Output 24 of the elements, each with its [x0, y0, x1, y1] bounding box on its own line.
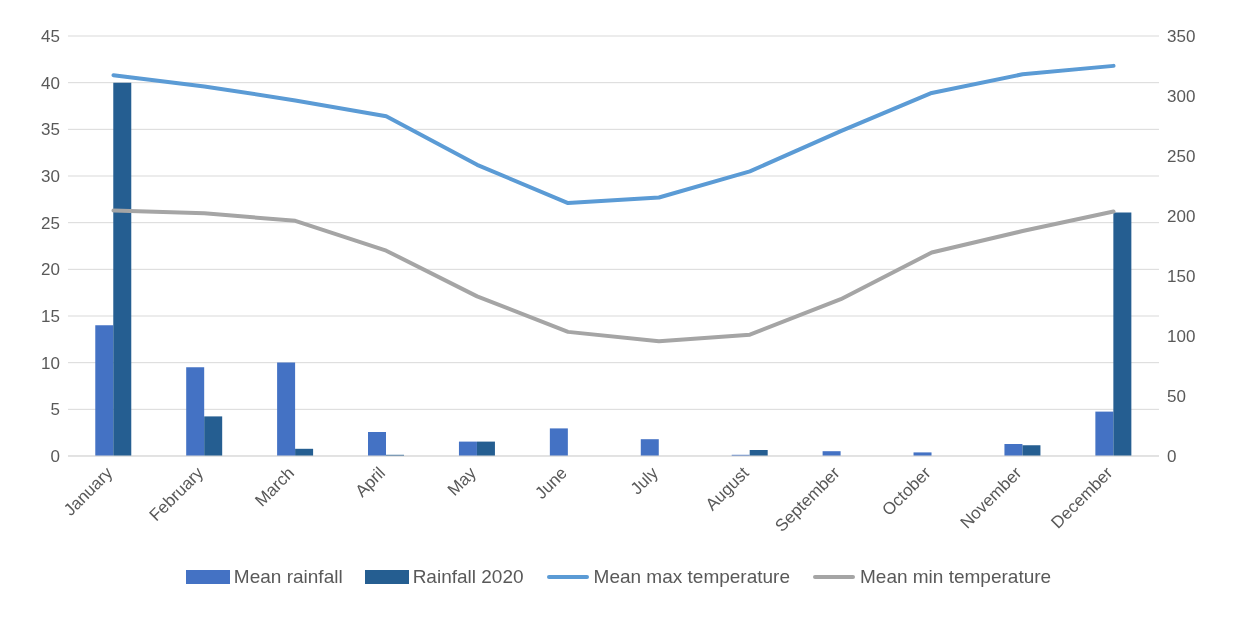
y-tick-label: 5 — [50, 400, 60, 420]
y2-tick-label: 0 — [1167, 447, 1177, 467]
y-tick-label: 20 — [41, 260, 60, 280]
legend-label: Rainfall 2020 — [412, 566, 524, 588]
y2-tick-label: 50 — [1167, 387, 1186, 407]
x-tick-label: May — [443, 463, 481, 500]
y-tick-label: 30 — [41, 167, 60, 187]
x-tick-label: July — [626, 463, 663, 499]
y2-tick-label: 300 — [1167, 87, 1196, 107]
legend-label: Mean max temperature — [593, 566, 790, 588]
y2-tick-label: 350 — [1167, 27, 1196, 47]
y-tick-label: 45 — [41, 27, 60, 47]
legend-label: Mean rainfall — [233, 566, 343, 588]
y-tick-label: 15 — [41, 307, 60, 327]
y2-tick-label: 200 — [1167, 207, 1196, 227]
y-tick-label: 0 — [50, 447, 60, 467]
legend-label: Mean min temperature — [859, 566, 1052, 588]
y-tick-label: 10 — [41, 353, 60, 373]
y2-tick-label: 150 — [1167, 267, 1196, 287]
y-tick-label: 35 — [41, 120, 60, 140]
y2-tick-label: 250 — [1167, 147, 1196, 167]
y-tick-label: 25 — [41, 213, 60, 233]
y2-tick-label: 100 — [1167, 327, 1196, 347]
y-tick-label: 40 — [41, 73, 60, 93]
